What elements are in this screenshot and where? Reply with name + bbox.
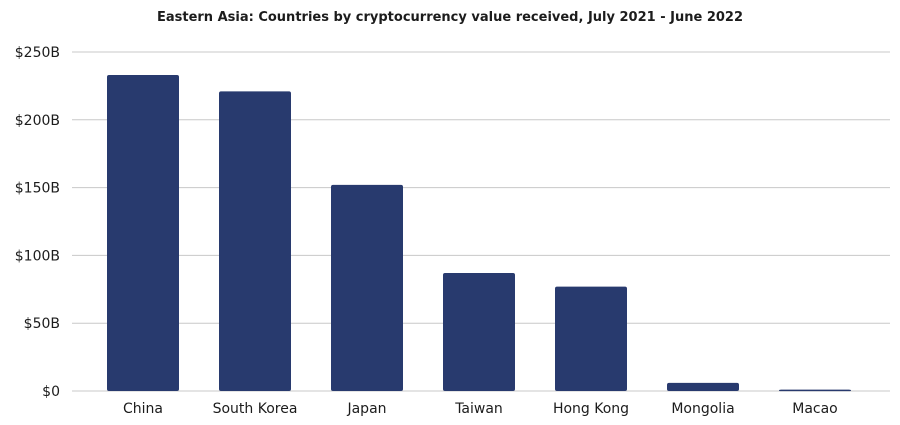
bar-macao bbox=[779, 389, 851, 392]
y-tick-label: $100B bbox=[15, 248, 60, 264]
x-tick-label: South Korea bbox=[213, 401, 298, 417]
y-tick-label: $250B bbox=[15, 45, 60, 61]
bar-taiwan bbox=[443, 273, 515, 391]
bar-mongolia bbox=[667, 382, 739, 391]
x-tick-label: China bbox=[123, 401, 163, 417]
bar-south-korea bbox=[219, 91, 291, 391]
x-tick-label: Mongolia bbox=[671, 401, 734, 417]
x-tick-label: Macao bbox=[792, 401, 838, 417]
x-tick-label: Hong Kong bbox=[553, 401, 629, 417]
bars bbox=[107, 75, 851, 392]
y-tick-label: $200B bbox=[15, 113, 60, 129]
bar-japan bbox=[331, 184, 403, 391]
y-tick-label: $50B bbox=[24, 316, 60, 332]
bar-hong-kong bbox=[555, 286, 627, 391]
x-axis-labels: China South Korea Japan Taiwan Hong Kong Mong… bbox=[123, 401, 838, 417]
gridlines bbox=[72, 51, 890, 392]
x-tick-label: Taiwan bbox=[454, 401, 503, 417]
chart-title: Eastern Asia: Countries by cryptocurrenc… bbox=[157, 10, 743, 25]
y-axis-ticks: $0 $50B $100B $150B $200B $250B bbox=[15, 45, 60, 400]
y-tick-label: $150B bbox=[15, 181, 60, 197]
y-tick-label: $0 bbox=[42, 384, 60, 400]
x-tick-label: Japan bbox=[346, 401, 386, 417]
bar-china bbox=[107, 75, 179, 391]
